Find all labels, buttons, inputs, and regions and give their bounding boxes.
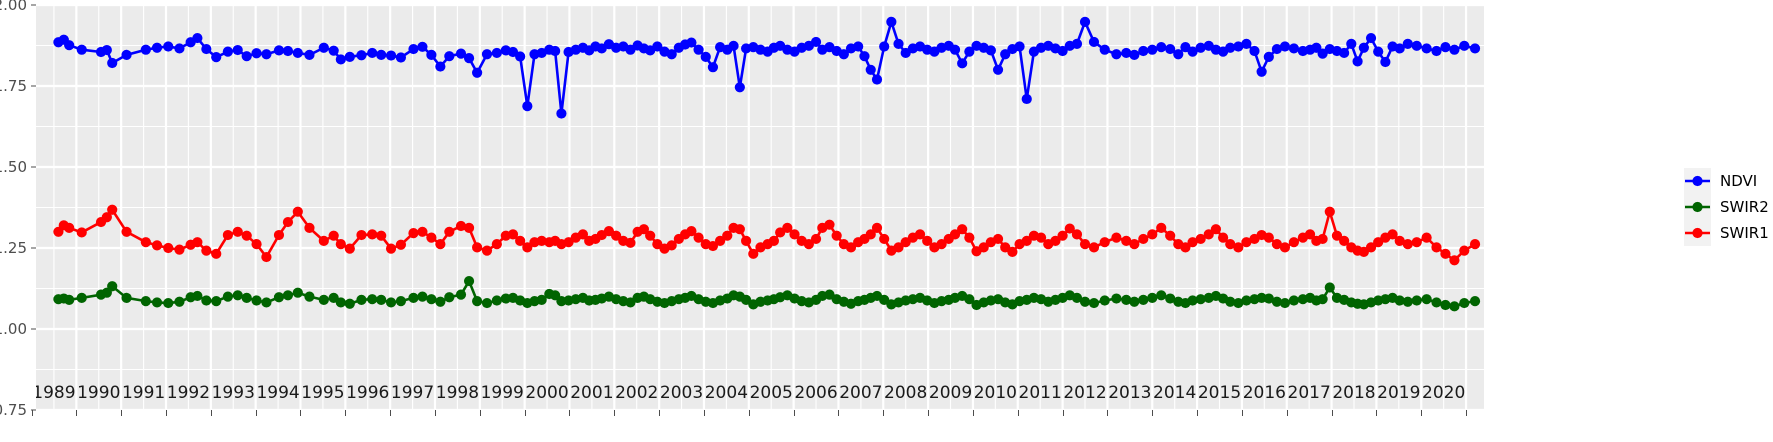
x-axis-year-label: 2008 xyxy=(884,383,928,403)
x-axis-tick xyxy=(659,410,661,416)
x-axis-year-label: 2005 xyxy=(749,383,793,403)
x-axis-tick xyxy=(1152,410,1154,416)
x-axis-tick xyxy=(345,410,347,416)
x-axis-year-label: 1989 xyxy=(36,383,76,403)
y-axis-tick xyxy=(31,409,36,411)
x-axis-tick xyxy=(479,410,481,416)
x-axis-tick xyxy=(1062,410,1064,416)
x-axis-year-label: 2001 xyxy=(570,383,614,403)
x-axis-tick xyxy=(972,410,974,416)
y-axis-tick xyxy=(31,247,36,249)
x-axis-year-label: 1999 xyxy=(480,383,524,403)
x-axis-year-label: 1998 xyxy=(435,383,480,403)
x-axis-year-label: 2012 xyxy=(1063,383,1107,403)
x-axis-year-label: 1992 xyxy=(166,383,211,403)
x-axis-year-label: 2002 xyxy=(615,383,659,403)
x-axis-year-label: 2006 xyxy=(794,383,838,403)
x-axis-tick xyxy=(1107,410,1109,416)
x-axis-tick xyxy=(1466,410,1468,416)
y-axis-tick xyxy=(31,166,36,168)
series-SWIR1 xyxy=(53,204,1481,266)
x-axis-tick xyxy=(614,410,616,416)
legend-item-ndvi[interactable]: NDVI xyxy=(1684,168,1773,194)
y-axis-tick xyxy=(31,85,36,87)
x-axis-tick xyxy=(524,410,526,416)
x-axis-tick xyxy=(300,410,302,416)
x-axis-tick xyxy=(255,410,257,416)
x-axis-year-label: 1991 xyxy=(121,383,166,403)
x-axis-year-label: 2010 xyxy=(973,383,1017,403)
x-axis-year-label: 1994 xyxy=(256,383,300,403)
y-axis-tick xyxy=(31,328,36,330)
x-axis-tick xyxy=(748,410,750,416)
x-axis-year-label: 2020 xyxy=(1422,383,1466,403)
x-axis-tick xyxy=(1376,410,1378,416)
x-axis-tick xyxy=(1017,410,1019,416)
x-axis-year-label: 2016 xyxy=(1242,383,1286,403)
x-axis-year-label: 1996 xyxy=(346,383,390,403)
y-axis-tick-label: 1.25 xyxy=(0,239,27,257)
x-axis-tick xyxy=(793,410,795,416)
x-axis-tick xyxy=(883,410,885,416)
x-axis-tick xyxy=(1421,410,1423,416)
x-axis-year-label: 1993 xyxy=(211,383,255,403)
x-axis-year-label: 2013 xyxy=(1108,383,1152,403)
x-axis-year-label: 2009 xyxy=(928,383,973,403)
x-axis-tick xyxy=(569,410,571,416)
series-NDVI xyxy=(53,16,1481,119)
series-SWIR2 xyxy=(53,275,1481,312)
x-axis-tick xyxy=(31,410,33,416)
x-axis-year-label: 2003 xyxy=(659,383,704,403)
x-axis-tick xyxy=(1331,410,1333,416)
legend-item-swir1[interactable]: SWIR1 xyxy=(1684,220,1773,246)
x-axis-tick xyxy=(76,410,78,416)
x-axis-year-label: 2011 xyxy=(1018,383,1062,403)
x-axis-tick xyxy=(838,410,840,416)
legend-label: SWIR1 xyxy=(1720,224,1769,242)
x-axis xyxy=(31,410,1484,442)
y-axis-tick-label: 1.50 xyxy=(0,158,27,176)
x-axis-year-label: 2014 xyxy=(1153,383,1197,403)
x-axis-year-label: 2004 xyxy=(704,383,749,403)
legend-label: SWIR2 xyxy=(1720,198,1769,216)
x-axis-tick xyxy=(390,410,392,416)
x-axis-tick xyxy=(1286,410,1288,416)
x-axis-tick xyxy=(121,410,123,416)
x-axis-year-label: 1995 xyxy=(301,383,345,403)
y-axis-tick xyxy=(31,4,36,6)
x-axis-year-label: 1990 xyxy=(77,383,121,403)
legend: NDVI SWIR2 SWIR1 xyxy=(1684,168,1773,246)
x-axis-year-label: 2018 xyxy=(1332,383,1376,403)
x-axis-year-label: 2015 xyxy=(1197,383,1242,403)
y-axis-tick-label: 2.00 xyxy=(0,0,27,14)
y-axis-tick-label: 0.75 xyxy=(0,401,27,419)
y-axis: 2.00 1.75 1.50 1.25 1.00 0.75 xyxy=(0,0,36,442)
x-axis-year-label: 1997 xyxy=(390,383,435,403)
legend-item-swir2[interactable]: SWIR2 xyxy=(1684,194,1773,220)
legend-key-swatch xyxy=(1684,168,1711,194)
legend-key-swatch xyxy=(1684,220,1711,246)
x-axis-tick xyxy=(703,410,705,416)
x-axis-year-label: 2007 xyxy=(839,383,883,403)
x-axis-tick xyxy=(166,410,167,416)
x-axis-year-label: 2000 xyxy=(525,383,569,403)
y-axis-tick-label: 1.00 xyxy=(0,320,27,338)
plot-canvas xyxy=(36,5,1484,410)
x-axis-year-label: 2019 xyxy=(1377,383,1421,403)
plot-panel: 1989 1990 1991 1992 1993 1994 1995 1996 1997 1998… xyxy=(36,5,1484,410)
legend-label: NDVI xyxy=(1720,172,1758,190)
x-axis-tick xyxy=(434,410,436,416)
x-axis-tick xyxy=(1197,410,1199,416)
legend-key-swatch xyxy=(1684,194,1711,220)
x-axis-tick xyxy=(928,410,930,416)
x-axis-tick xyxy=(210,410,212,416)
x-axis-year-label: 2017 xyxy=(1287,383,1331,403)
y-axis-tick-label: 1.75 xyxy=(0,77,27,95)
x-axis-tick xyxy=(1241,410,1243,416)
